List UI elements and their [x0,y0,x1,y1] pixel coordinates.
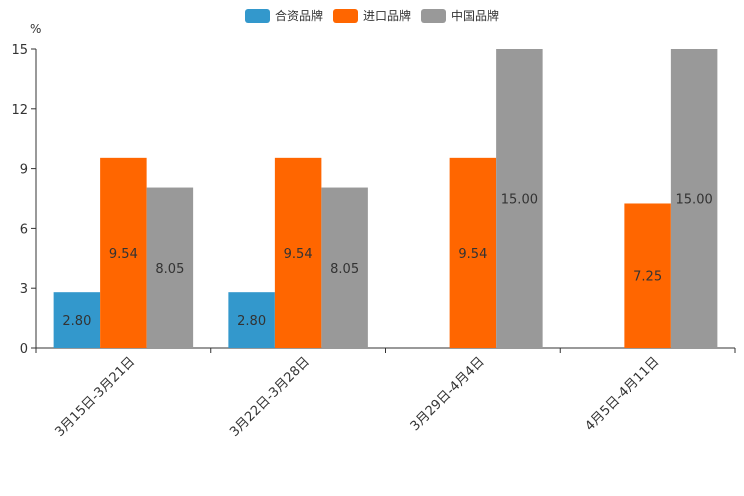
bars [53,49,718,348]
x-tick-label: 3月22日-3月28日 [227,354,313,440]
legend: 合资品牌 进口品牌 中国品牌 [0,7,744,24]
bar-value-label: 9.54 [284,247,313,262]
x-tick-label: 3月15日-3月21日 [52,354,138,440]
bar[interactable] [274,157,322,348]
bar-value-label: 8.05 [155,262,184,277]
legend-label-imported: 进口品牌 [362,9,411,23]
bar-value-label: 9.54 [458,247,487,262]
bar-value-label: 2.80 [237,314,266,329]
bar-value-label: 9.54 [109,247,138,262]
legend-item-joint-venture[interactable]: 合资品牌 [244,7,323,24]
bar[interactable] [670,49,718,348]
bar-labels: 2.80 2.80 9.54 9.54 9.54 7.25 8.05 8.05 15.00 15.… [62,193,712,330]
bar-value-label: 7.25 [633,270,662,285]
bar[interactable] [53,292,101,348]
bar[interactable] [624,203,671,348]
bar[interactable] [496,49,543,348]
y-tick-label: 6 [20,222,28,237]
y-axis-unit: % [30,22,41,36]
bar[interactable] [146,187,194,348]
x-tick-label: 3月29日-4月4日 [408,354,488,434]
legend-label-chinese: 中国品牌 [451,9,500,23]
y-tick-label: 3 [20,282,28,297]
bar[interactable] [100,157,147,348]
bar[interactable] [321,187,368,348]
bar-value-label: 15.00 [676,193,713,208]
legend-swatch-joint-venture [244,8,270,23]
y-tick-label: 0 [20,342,28,357]
legend-swatch-imported [332,8,358,23]
y-tick-label: 15 [11,43,28,58]
bar[interactable] [449,157,497,348]
bar-value-label: 8.05 [330,262,359,277]
x-tick-label: 4月5日-4月11日 [583,354,663,434]
y-tick-label: 12 [11,103,28,118]
bar[interactable] [228,292,275,348]
y-tick-label: 9 [20,163,28,178]
legend-item-imported[interactable]: 进口品牌 [332,7,411,24]
legend-item-chinese[interactable]: 中国品牌 [421,7,499,24]
legend-label-joint-venture: 合资品牌 [274,9,323,23]
bar-value-label: 15.00 [501,193,538,208]
bar-value-label: 2.80 [62,314,91,329]
legend-swatch-chinese [421,8,446,23]
